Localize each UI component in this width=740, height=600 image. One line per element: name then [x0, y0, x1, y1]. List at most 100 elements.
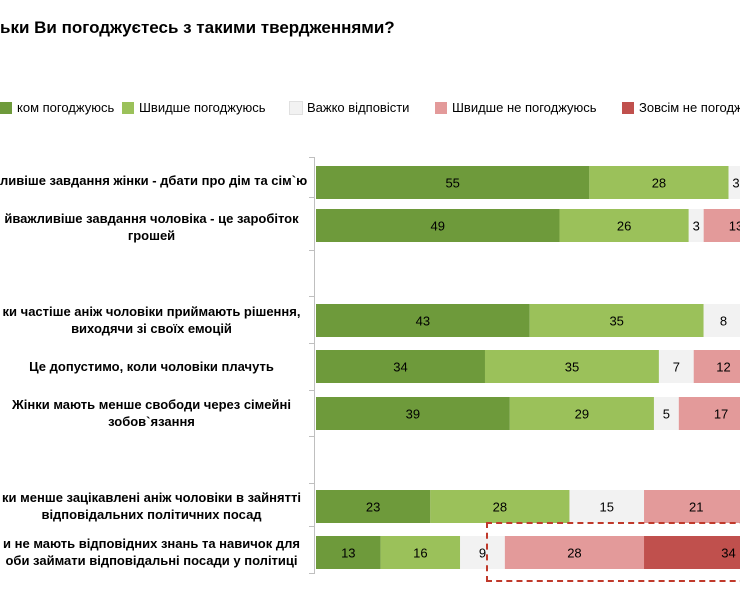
legend-item: Важко відповісти [289, 100, 410, 115]
bar-value-label: 15 [600, 500, 614, 515]
bar-value-label: 17 [714, 407, 728, 422]
bar-segment [688, 209, 704, 242]
bar-value-label: 55 [445, 176, 459, 191]
axis-tick [309, 157, 315, 158]
bar-value-label: 5 [663, 407, 670, 422]
bar-value-label: 49 [431, 219, 445, 234]
bar-value-label: 35 [609, 314, 623, 329]
bar-segment [316, 209, 560, 242]
legend-item: ком погоджуюсь [0, 100, 114, 115]
axis-tick [309, 526, 315, 527]
bar-segment [693, 350, 740, 383]
row-label-line: ки менше зацікавлені аніж чоловіки в зай… [2, 490, 301, 505]
category-axis [314, 157, 315, 573]
row-label-line: відповідальних політичних посад [41, 507, 262, 522]
axis-tick [309, 573, 315, 574]
bar-value-label: 43 [416, 314, 430, 329]
axis-tick [309, 483, 315, 484]
chart-title: ьки Ви погоджуєтесь з такими твердженням… [0, 18, 395, 37]
bar-segment [653, 397, 679, 430]
bar-segment [529, 304, 704, 337]
bar-value-label: 28 [652, 176, 666, 191]
bar-value-label: 21 [689, 500, 703, 515]
bar-value-label: 26 [617, 219, 631, 234]
axis-tick [309, 436, 315, 437]
bar-value-label: 13 [341, 546, 355, 561]
bar-segment [569, 490, 645, 523]
legend-item: Зовсім не погодж [622, 100, 740, 115]
axis-tick [309, 343, 315, 344]
legend-item: Швидше погоджуюсь [122, 100, 266, 115]
bar-value-label: 3 [732, 176, 739, 191]
legend-swatch [0, 101, 12, 114]
bar-value-label: 7 [673, 360, 680, 375]
axis-tick [309, 390, 315, 391]
row-label-line: ливіше завдання жінки - дбати про дім та… [0, 173, 308, 188]
highlight-box [486, 522, 740, 582]
bar-value-label: 35 [565, 360, 579, 375]
bar-segment [658, 350, 694, 383]
bar-segment [430, 490, 570, 523]
row-label: йважливіше завдання чоловіка - це заробі… [0, 210, 303, 244]
bar-value-label: 13 [729, 219, 740, 234]
row-label-line: Жінки мають менше свободи через сімейні [12, 397, 291, 412]
row-label: ливіше завдання жінки - дбати про дім та… [0, 172, 308, 189]
legend-swatch [289, 100, 303, 115]
bar-value-label: 12 [716, 360, 730, 375]
bar-value-label: 39 [406, 407, 420, 422]
bar-value-label: 16 [413, 546, 427, 561]
legend-swatch [435, 101, 447, 114]
row-label-line: грошей [127, 228, 176, 243]
bar-segment [316, 397, 510, 430]
bar-segment [559, 209, 689, 242]
row-label-line: зобов`язання [108, 414, 195, 429]
legend-label: Важко відповісти [307, 100, 410, 115]
bar-segment [728, 166, 740, 199]
row-label-line: и не мають відповідних знань та навичок … [3, 536, 300, 551]
bar-value-label: 28 [567, 546, 581, 561]
bar-segment [316, 490, 431, 523]
bar-value-label: 29 [575, 407, 589, 422]
row-label-line: оби займати відповідальні посади у політ… [5, 553, 298, 568]
bar-value-label: 28 [493, 500, 507, 515]
bar-segment [316, 304, 530, 337]
bar-value-label: 9 [479, 546, 486, 561]
bar-segment [589, 166, 729, 199]
row-label-line: ки частіше аніж чоловіки приймають рішен… [2, 304, 301, 319]
bar-value-label: 8 [720, 314, 727, 329]
bar-segment [703, 209, 740, 242]
bar-segment [484, 350, 659, 383]
bar-segment [316, 166, 590, 199]
legend-label: Швидше погоджуюсь [139, 100, 266, 115]
bar-value-label: 23 [366, 500, 380, 515]
bar-segment [380, 536, 461, 569]
bar-segment [644, 536, 740, 569]
legend-label: Швидше не погоджуюсь [452, 100, 597, 115]
axis-tick [309, 296, 315, 297]
bar-segment [460, 536, 505, 569]
bar-value-label: 34 [393, 360, 407, 375]
legend-item: Швидше не погоджуюсь [435, 100, 597, 115]
bar-segment [504, 536, 645, 569]
row-label: Це допустимо, коли чоловіки плачуть [0, 358, 303, 375]
row-label-line: виходячи зі своїх емоцій [71, 321, 232, 336]
row-label-line: йважливіше завдання чоловіка - це заробі… [4, 211, 299, 226]
row-label: Жінки мають менше свободи через сімейні … [0, 396, 303, 430]
row-label: и не мають відповідних знань та навичок … [0, 535, 303, 569]
row-label-line: Це допустимо, коли чоловіки плачуть [29, 359, 274, 374]
bar-segment [316, 350, 485, 383]
bar-segment [678, 397, 740, 430]
bar-segment [644, 490, 740, 523]
bar-segment [703, 304, 740, 337]
legend-swatch [622, 101, 634, 114]
row-label: ки менше зацікавлені аніж чоловіки в зай… [0, 489, 303, 523]
bar-segment [509, 397, 654, 430]
bar-value-label: 34 [721, 546, 735, 561]
legend-label: ком погоджуюсь [17, 100, 115, 115]
bar-segment [316, 536, 381, 569]
axis-tick [309, 197, 315, 198]
row-label: ки частіше аніж чоловіки приймають рішен… [0, 303, 303, 337]
legend-label: Зовсім не погодж [639, 100, 740, 115]
legend-swatch [122, 101, 134, 114]
